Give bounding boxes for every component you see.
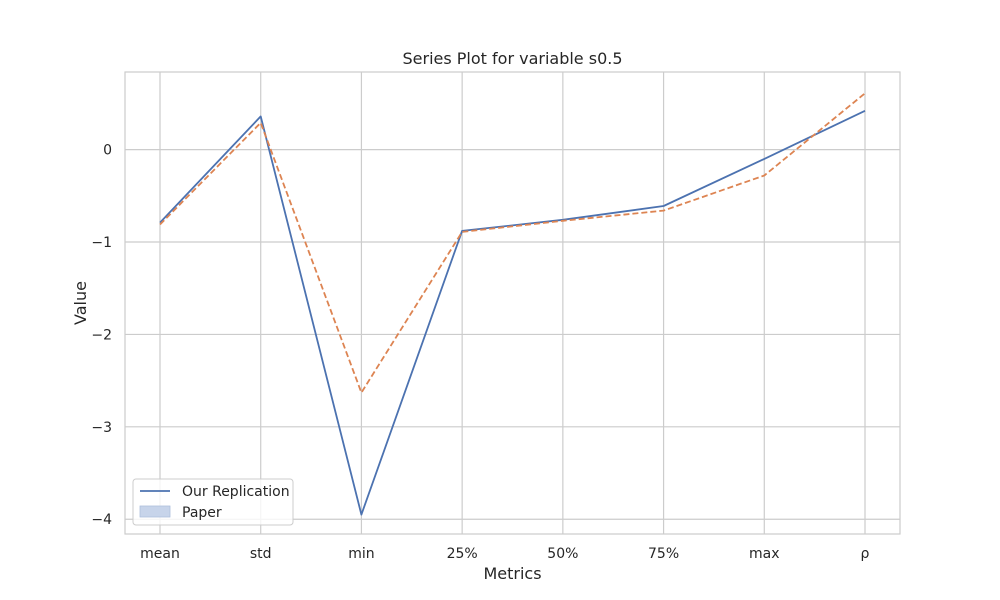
x-tick-label: std [250, 546, 272, 562]
legend: Our Replication Paper [132, 478, 294, 526]
series-line-our-replication [159, 109, 866, 516]
x-tick-label: min [348, 546, 374, 562]
x-tick-label: 75% [648, 546, 679, 562]
plot-frame [124, 71, 901, 535]
y-tick-label: −3 [91, 420, 112, 436]
x-tick-label: mean [140, 546, 180, 562]
legend-label-paper: Paper [182, 505, 222, 521]
x-axis-label: Metrics [483, 564, 541, 583]
legend-box [132, 478, 294, 526]
y-tick-label: −2 [91, 327, 112, 343]
x-tick-label: 25% [447, 546, 478, 562]
chart-title: Series Plot for variable s0.5 [402, 49, 622, 68]
y-tick-label: 0 [103, 143, 112, 159]
grid-lines [125, 72, 900, 534]
series-lines [159, 92, 866, 516]
legend-swatch-paper [139, 505, 171, 518]
legend-label-our-replication: Our Replication [182, 484, 290, 500]
y-axis-label: Value [71, 281, 90, 325]
y-tick-label: −4 [91, 512, 112, 528]
series-line-paper [159, 92, 866, 394]
x-tick-label: ρ [861, 546, 870, 562]
x-tick-labels: mean std min 25% 50% 75% max ρ [140, 546, 869, 562]
y-tick-labels: 0 −1 −2 −3 −4 [91, 143, 112, 529]
x-tick-label: max [749, 546, 780, 562]
y-tick-label: −1 [91, 235, 112, 251]
x-tick-label: 50% [547, 546, 578, 562]
plot-background [125, 72, 900, 534]
